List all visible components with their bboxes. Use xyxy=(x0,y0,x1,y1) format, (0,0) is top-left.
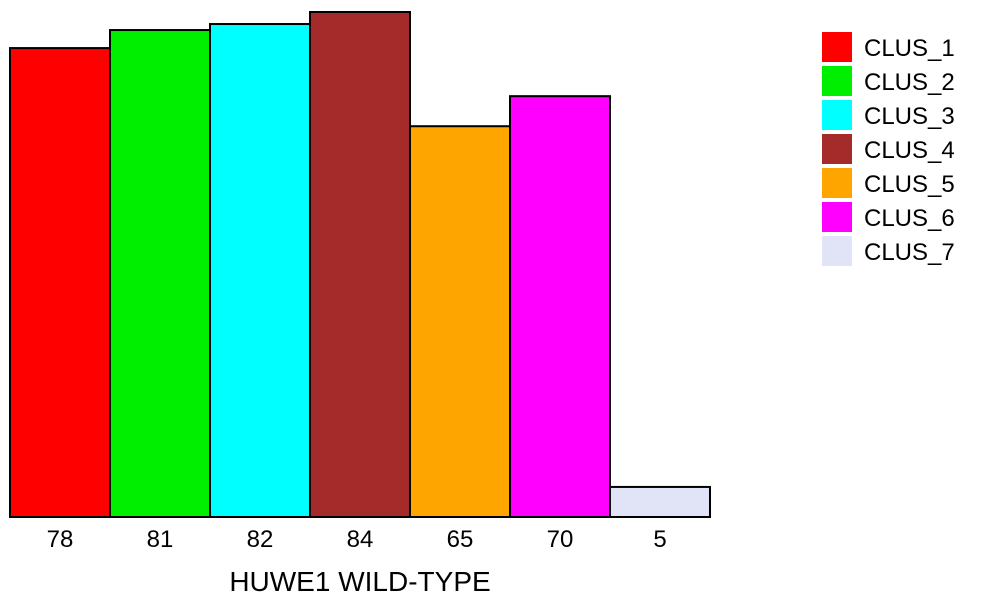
legend-label: CLUS_4 xyxy=(864,137,955,164)
legend-swatch-clus-7 xyxy=(822,236,852,266)
legend-label: CLUS_3 xyxy=(864,103,955,130)
legend-swatch-clus-1 xyxy=(822,32,852,62)
legend-swatch-clus-2 xyxy=(822,66,852,96)
bar-clus-4 xyxy=(309,11,411,518)
x-tick-labels: 78 81 82 84 65 70 5 xyxy=(47,526,667,553)
legend-swatch-clus-6 xyxy=(822,202,852,232)
x-tick-label: 81 xyxy=(147,526,174,553)
x-axis-title: HUWE1 WILD-TYPE xyxy=(229,566,490,597)
bars-group xyxy=(9,11,711,519)
bar-clus-7 xyxy=(609,485,711,519)
bar-clus-3 xyxy=(209,23,311,519)
legend: CLUS_1 CLUS_2 CLUS_3 CLUS_4 CLUS_5 CLUS_6 CLUS… xyxy=(822,32,955,266)
x-tick-label: 65 xyxy=(447,526,474,553)
legend-swatch-clus-4 xyxy=(822,134,852,164)
legend-label: CLUS_5 xyxy=(864,171,955,198)
x-tick-label: 78 xyxy=(47,526,74,553)
bar-clus-5 xyxy=(409,125,511,518)
legend-swatch-clus-3 xyxy=(822,100,852,130)
legend-label: CLUS_2 xyxy=(864,69,955,96)
legend-label: CLUS_6 xyxy=(864,205,955,232)
bar-clus-1 xyxy=(9,47,111,518)
bar-clus-2 xyxy=(109,29,211,519)
x-tick-label: 84 xyxy=(347,526,374,553)
x-tick-label: 5 xyxy=(653,526,666,553)
legend-swatch-clus-5 xyxy=(822,168,852,198)
legend-label: CLUS_1 xyxy=(864,35,955,62)
bar-clus-6 xyxy=(509,95,611,519)
x-tick-label: 70 xyxy=(547,526,574,553)
x-tick-label: 82 xyxy=(247,526,274,553)
legend-label: CLUS_7 xyxy=(864,239,955,266)
